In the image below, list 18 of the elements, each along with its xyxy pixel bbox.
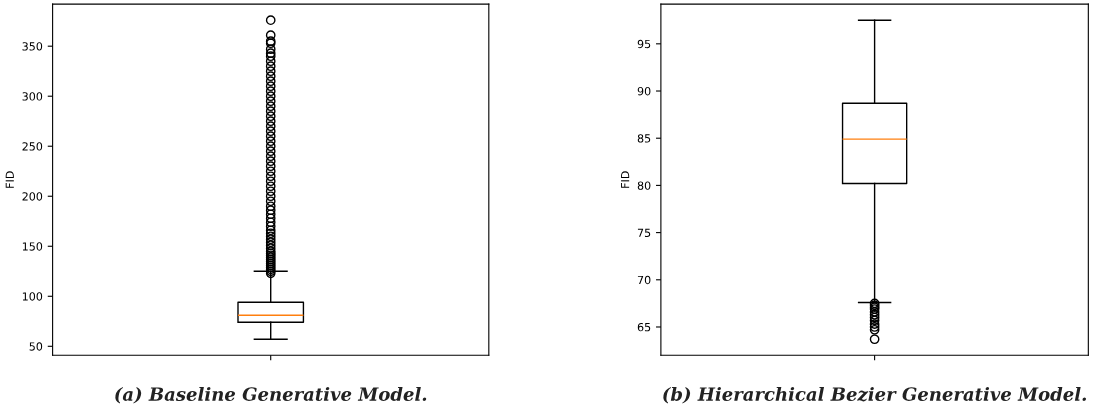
y-tick-label: 300 [22, 92, 43, 101]
y-tick-label: 200 [22, 192, 43, 201]
y-tick-label: 95 [637, 39, 651, 49]
y-tick-label: 50 [29, 342, 43, 351]
y-tick-label: 75 [637, 228, 651, 237]
y-tick-label: 70 [637, 275, 651, 285]
text: (a) Baseline Generative Model. [115, 386, 427, 404]
text: (b) Hierarchical Bezier Generative Model. [663, 386, 1086, 404]
y-tick-label: 150 [22, 242, 43, 251]
y-tick-label: 250 [22, 142, 43, 151]
y-tick-label: 350 [22, 42, 43, 51]
y-tick-label: 80 [637, 181, 651, 190]
y-tick-label: 90 [637, 86, 651, 96]
y-tick-label: 65 [637, 322, 651, 332]
y-axis-title: FID [5, 171, 14, 188]
y-tick-label: 100 [22, 292, 43, 301]
y-tick-label: 85 [637, 134, 651, 143]
y-axis-title: FID [621, 171, 630, 188]
